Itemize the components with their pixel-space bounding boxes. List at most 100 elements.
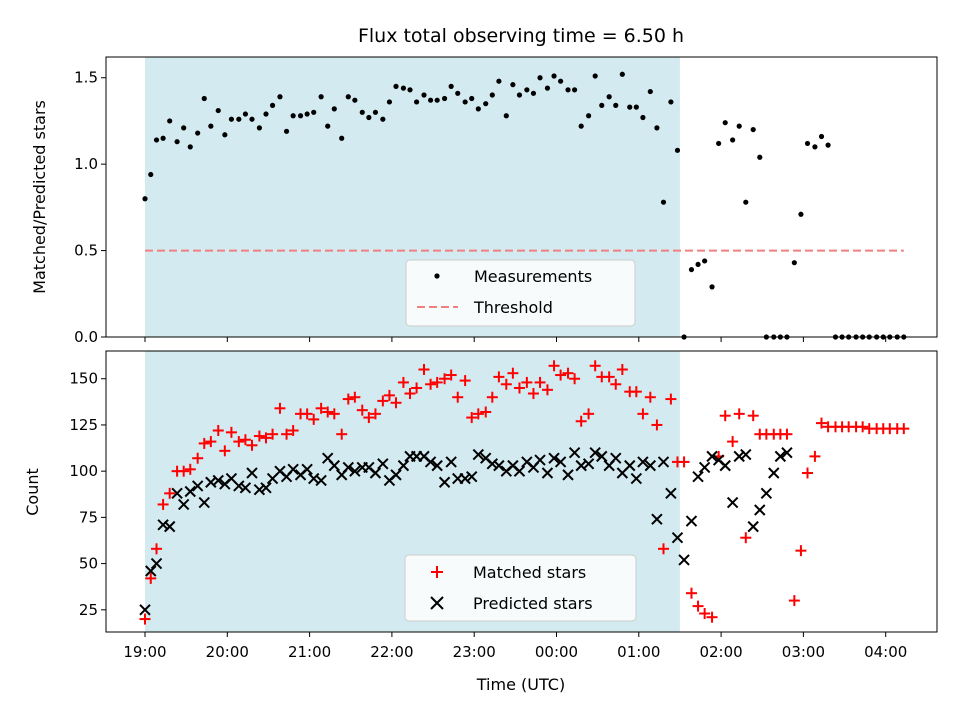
measurement-point <box>743 200 748 205</box>
measurement-point <box>469 96 474 101</box>
measurement-point <box>798 212 803 217</box>
measurement-point <box>407 87 412 92</box>
measurement-point <box>551 73 556 78</box>
y-tick-label: 1.0 <box>74 155 98 173</box>
x-tick-label: 21:00 <box>288 643 331 661</box>
measurement-point <box>263 111 268 116</box>
measurement-point <box>510 82 515 87</box>
measurement-point <box>545 86 550 91</box>
matched-star-point <box>679 456 690 467</box>
measurement-point <box>709 284 714 289</box>
measurement-point <box>757 155 762 160</box>
matched-star-point <box>693 601 704 612</box>
measurement-point <box>428 98 433 103</box>
top-panel: 0.00.51.01.5 Matched/Predicted stars Mea… <box>30 57 937 346</box>
predicted-star-point <box>686 516 696 526</box>
matched-star-point <box>720 410 731 421</box>
x-tick-label: 20:00 <box>206 643 249 661</box>
measurement-point <box>496 79 501 84</box>
measurement-point <box>607 94 612 99</box>
y-tick-label: 50 <box>79 555 98 573</box>
matched-star-point <box>686 588 697 599</box>
measurement-point <box>332 106 337 111</box>
measurement-point <box>243 111 248 116</box>
measurement-point <box>311 110 316 115</box>
x-tick-label: 23:00 <box>453 643 496 661</box>
measurement-point <box>298 113 303 118</box>
measurement-point <box>270 103 275 108</box>
x-tick-label: 00:00 <box>535 643 578 661</box>
measurement-point <box>161 136 166 141</box>
measurement-point <box>401 86 406 91</box>
measurement-point <box>558 79 563 84</box>
measurement-point <box>627 105 632 110</box>
measurement-point <box>414 99 419 104</box>
matched-star-point <box>898 423 909 434</box>
measurement-point <box>236 117 241 122</box>
bottom-panel: 255075100125150 19:00 20:00 21:00 22:00 23:0… <box>23 351 937 694</box>
measurement-point <box>142 196 147 201</box>
measurement-point <box>716 141 721 146</box>
measurement-point <box>640 115 645 120</box>
measurement-point <box>572 87 577 92</box>
measurement-point <box>360 110 365 115</box>
measurement-point <box>222 132 227 137</box>
figure-canvas: Flux total observing time = 6.50 h 0.00.… <box>0 0 960 720</box>
measurement-point <box>613 103 618 108</box>
y-tick-label: 75 <box>79 508 98 526</box>
x-tick-label: 19:00 <box>123 643 166 661</box>
predicted-star-point <box>700 462 710 472</box>
measurement-point <box>339 136 344 141</box>
measurement-point <box>689 267 694 272</box>
measurement-point <box>792 260 797 265</box>
y-tick-label: 25 <box>79 601 98 619</box>
measurement-point <box>257 125 262 130</box>
measurement-point <box>504 113 509 118</box>
matched-star-point <box>740 532 751 543</box>
y-tick-label: 0.0 <box>74 328 98 346</box>
measurement-point <box>723 120 728 125</box>
measurement-point <box>737 124 742 129</box>
legend-threshold-label: Threshold <box>473 298 553 317</box>
matched-star-point <box>734 408 745 419</box>
x-axis-label: Time (UTC) <box>476 675 565 694</box>
measurement-point <box>483 101 488 106</box>
measurement-point <box>648 89 653 94</box>
matched-star-point <box>727 436 738 447</box>
predicted-star-point <box>728 498 738 508</box>
measurement-point <box>819 134 824 139</box>
measurement-point <box>435 98 440 103</box>
bottom-y-axis-label: Count <box>23 468 42 516</box>
predicted-star-point <box>748 522 758 532</box>
measurement-point <box>249 117 254 122</box>
legend-measurements-label: Measurements <box>474 267 592 286</box>
measurement-point <box>751 127 756 132</box>
measurement-point <box>531 91 536 96</box>
predicted-star-point <box>755 505 765 515</box>
measurement-point <box>620 72 625 77</box>
measurement-point <box>346 94 351 99</box>
measurement-point <box>195 130 200 135</box>
measurement-point <box>380 117 385 122</box>
matched-star-point <box>802 468 813 479</box>
bottom-x-ticks: 19:00 20:00 21:00 22:00 23:00 00:00 01:00 02:00… <box>123 632 907 661</box>
measurement-point <box>524 87 529 92</box>
top-y-axis-label: Matched/Predicted stars <box>30 100 49 294</box>
measurement-point <box>174 139 179 144</box>
predicted-star-point <box>679 555 689 565</box>
measurement-point <box>476 106 481 111</box>
y-tick-label: 0.5 <box>74 242 98 260</box>
measurement-point <box>825 143 830 148</box>
measurement-point <box>325 124 330 129</box>
measurement-point <box>654 125 659 130</box>
x-tick-label: 22:00 <box>370 643 413 661</box>
measurement-point <box>277 94 282 99</box>
measurement-point <box>181 125 186 130</box>
measurement-point <box>805 141 810 146</box>
measurement-point <box>373 110 378 115</box>
measurement-point <box>586 113 591 118</box>
x-tick-label: 01:00 <box>617 643 660 661</box>
matched-star-point <box>809 451 820 462</box>
matched-star-point <box>748 410 759 421</box>
measurement-point <box>668 99 673 104</box>
